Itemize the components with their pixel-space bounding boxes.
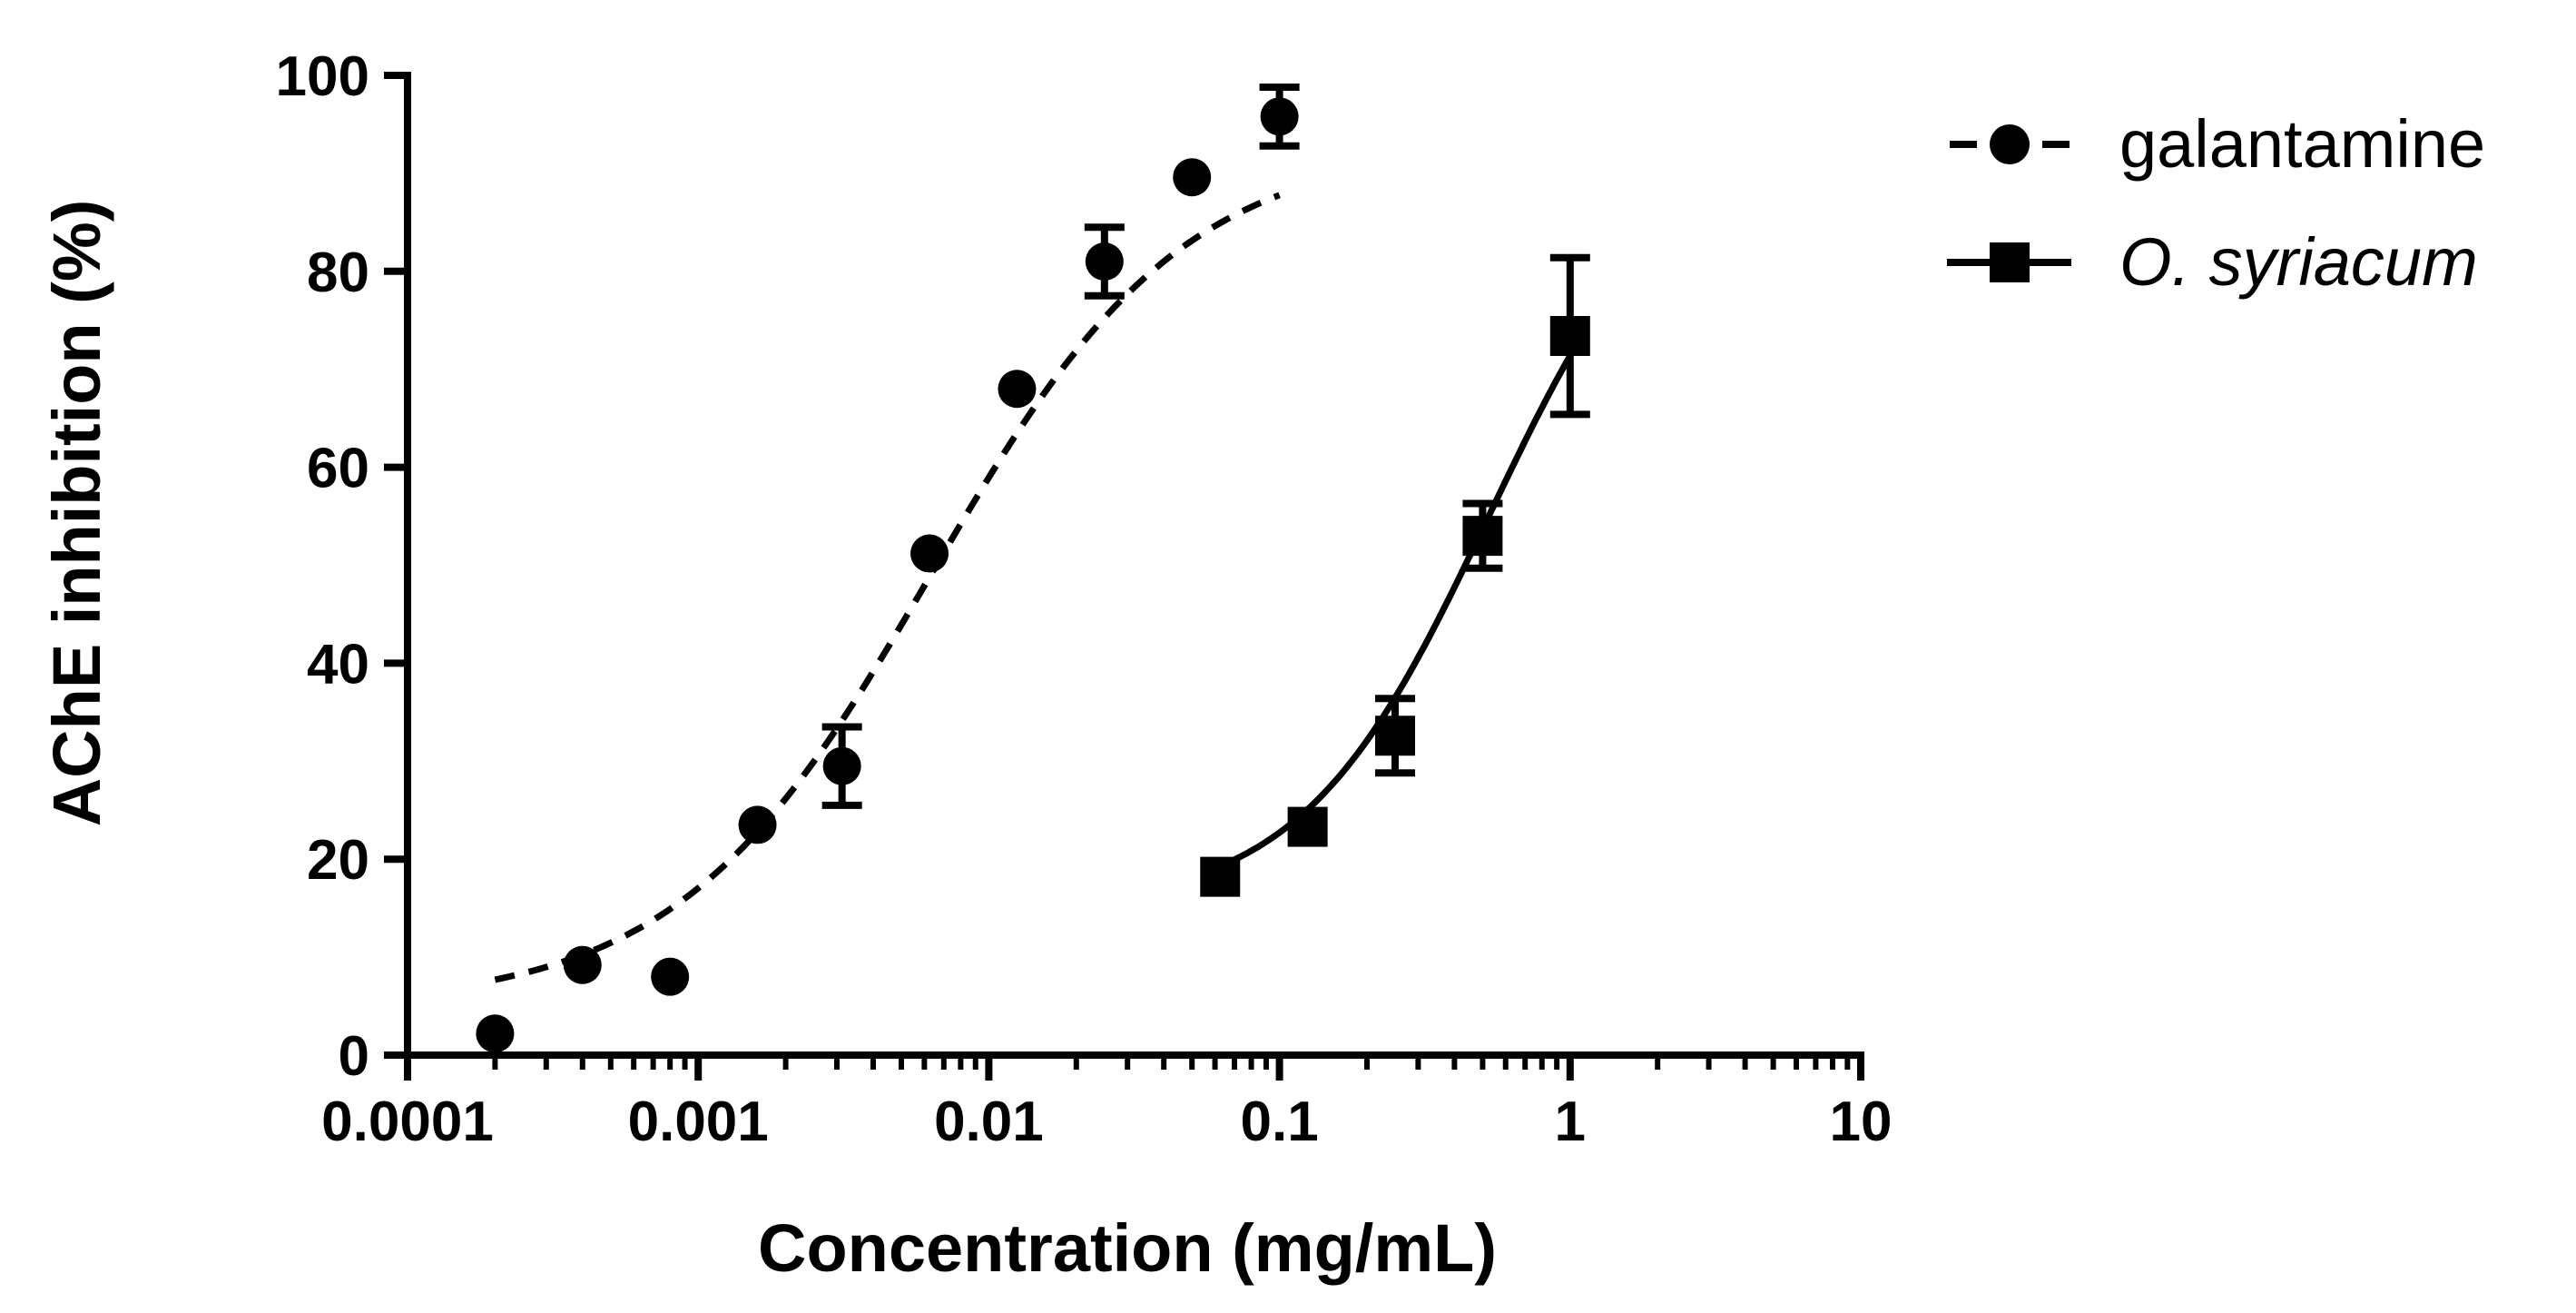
data-point-o-syriacum [1200, 856, 1241, 897]
y-tick-label: 40 [307, 633, 369, 696]
data-points [476, 83, 1590, 1053]
y-axis-title: AChE inhibition (%) [39, 200, 114, 827]
x-tick-label: 0.1 [1240, 1091, 1318, 1153]
legend: galantamine O. syriacum [1947, 106, 2485, 300]
data-point-galantamine [563, 945, 602, 984]
y-tick-label: 60 [307, 438, 369, 500]
axes [404, 72, 1864, 1059]
y-tick-label: 0 [339, 1025, 369, 1088]
x-axis-title: Concentration (mg/mL) [758, 1210, 1497, 1286]
legend-item-o-syriacum: O. syriacum [1947, 224, 2478, 300]
data-point-galantamine [910, 534, 949, 573]
data-point-o-syriacum [1549, 316, 1590, 357]
data-point-o-syriacum [1375, 716, 1416, 756]
x-tick-label: 0.0001 [321, 1091, 494, 1153]
y-tick-label: 20 [307, 829, 369, 892]
data-point-galantamine [1085, 242, 1124, 281]
legend-item-galantamine: galantamine [1950, 106, 2485, 182]
data-point-o-syriacum [1462, 516, 1503, 557]
x-tick-label: 0.01 [934, 1091, 1044, 1153]
legend-o-syriacum-square-icon [1990, 242, 2030, 282]
fit-curve-galantamine [494, 192, 1281, 983]
data-point-galantamine [998, 370, 1037, 409]
data-point-galantamine [822, 746, 861, 785]
data-point-galantamine [651, 957, 690, 996]
legend-label-galantamine: galantamine [2119, 106, 2485, 182]
fit-curve-o-syriacum [1218, 353, 1573, 870]
ticks: 0 20 40 60 80 100 0.0001 0.001 0.01 0.1 1 10 [276, 45, 1893, 1153]
y-tick-label: 100 [276, 45, 369, 108]
x-tick-label: 10 [1830, 1091, 1893, 1153]
data-point-galantamine [1173, 158, 1212, 197]
data-point-galantamine [1260, 97, 1299, 136]
x-tick-label: 1 [1555, 1091, 1586, 1153]
data-point-o-syriacum [1287, 806, 1328, 847]
x-tick-label: 0.001 [628, 1091, 769, 1153]
y-tick-label: 80 [307, 242, 369, 304]
legend-label-o-syriacum: O. syriacum [2119, 224, 2478, 300]
fit-curves [494, 192, 1573, 983]
data-point-galantamine [476, 1014, 515, 1053]
data-point-galantamine [738, 805, 777, 844]
legend-galantamine-circle-icon [1990, 124, 2030, 164]
